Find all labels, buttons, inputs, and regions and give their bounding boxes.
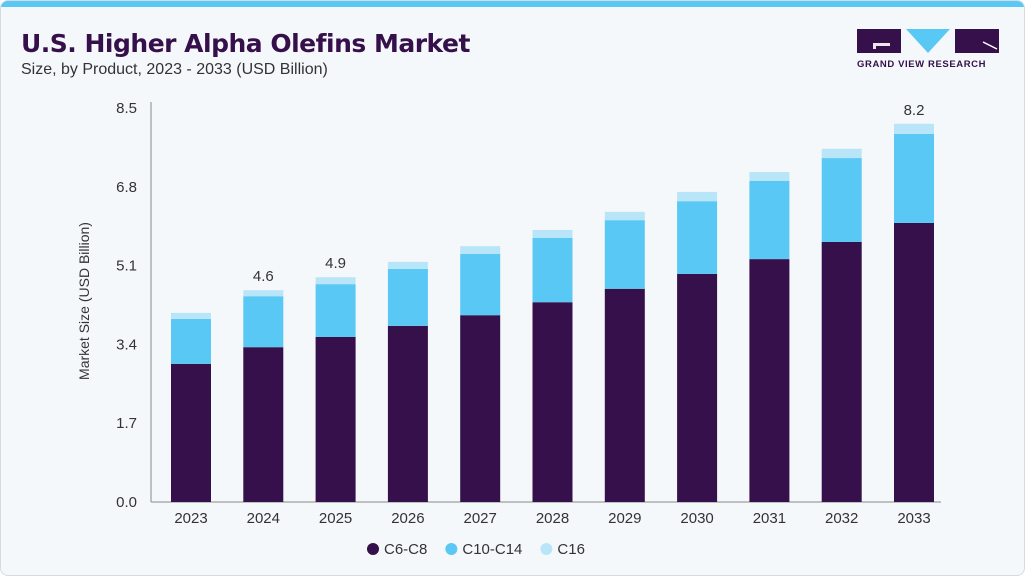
chart-title: U.S. Higher Alpha Olefins Market: [21, 29, 470, 58]
y-tick-label: 5.1: [116, 258, 137, 275]
bar-c10-c14-2025: [315, 284, 356, 337]
bar-c16-2027: [460, 246, 501, 255]
bar-c6-c8-2025: [315, 336, 356, 502]
x-tick-label: 2024: [247, 510, 280, 527]
x-tick-label: 2028: [536, 510, 569, 527]
x-tick-label: 2031: [753, 510, 786, 527]
x-tick-label: 2025: [319, 510, 352, 527]
bar-c6-c8-2033: [894, 222, 934, 502]
bar-c16-2028: [532, 229, 573, 238]
x-tick-label: 2027: [464, 510, 497, 527]
legend-label: C10-C14: [462, 541, 522, 558]
legend-marker-c16: [540, 543, 553, 555]
chart-subtitle: Size, by Product, 2023 - 2033 (USD Billi…: [21, 61, 328, 78]
bar-c10-c14-2029: [604, 220, 645, 289]
x-tick-label: 2029: [608, 510, 641, 527]
y-tick-label: 6.8: [116, 179, 137, 196]
bar-c16-2030: [677, 191, 718, 202]
bar-c10-c14-2024: [243, 296, 284, 348]
x-tick-label: 2030: [680, 510, 713, 527]
bar-c6-c8-2026: [387, 325, 428, 502]
bar-c16-2029: [604, 211, 645, 221]
bar-c16-2033: [894, 123, 934, 134]
bar-c10-c14-2028: [532, 237, 573, 303]
data-label: 4.9: [325, 255, 346, 272]
bar-c10-c14-2032: [821, 158, 862, 242]
bar-c6-c8-2028: [532, 302, 573, 502]
bar-c16-2024: [243, 290, 284, 297]
y-tick-label: 0.0: [116, 494, 137, 511]
bar-c6-c8-2029: [604, 288, 645, 502]
legend-marker-c6-c8: [367, 543, 379, 555]
bar-c6-c8-2032: [821, 241, 862, 502]
legend-label: C16: [557, 541, 585, 558]
logo-text: GRAND VIEW RESEARCH: [857, 59, 987, 70]
bar-c6-c8-2024: [243, 347, 284, 502]
bar-c6-c8-2027: [460, 315, 501, 502]
y-tick-label: 3.4: [116, 336, 137, 353]
y-tick-label: 8.5: [116, 100, 137, 117]
legend-marker-c10-c14: [445, 543, 458, 555]
bar-c16-2032: [821, 148, 862, 159]
bar-c10-c14-2026: [387, 268, 428, 326]
data-label: 4.6: [253, 268, 274, 285]
y-tick-label: 1.7: [116, 415, 137, 432]
x-tick-label: 2023: [174, 510, 207, 527]
bar-c10-c14-2023: [171, 318, 211, 364]
bar-c6-c8-2031: [749, 259, 790, 502]
bar-c16-2023: [171, 312, 211, 319]
y-axis-title: Market Size (USD Billion): [76, 222, 92, 380]
bar-c6-c8-2023: [171, 363, 211, 502]
bar-c6-c8-2030: [677, 273, 718, 502]
bar-c16-2031: [749, 171, 790, 181]
bar-c10-c14-2033: [894, 133, 934, 223]
bar-c10-c14-2030: [677, 201, 718, 274]
accent-bar: [1, 1, 1024, 7]
bar-c16-2025: [315, 277, 356, 285]
data-label: 8.2: [904, 102, 925, 119]
bar-c16-2026: [387, 261, 428, 269]
legend-label: C6-C8: [384, 541, 427, 558]
x-tick-label: 2032: [825, 510, 858, 527]
bar-c10-c14-2031: [749, 180, 790, 260]
grand-view-research-logo: [857, 29, 999, 53]
bar-c10-c14-2027: [460, 254, 501, 316]
x-tick-label: 2026: [391, 510, 424, 527]
x-tick-label: 2033: [897, 510, 930, 527]
